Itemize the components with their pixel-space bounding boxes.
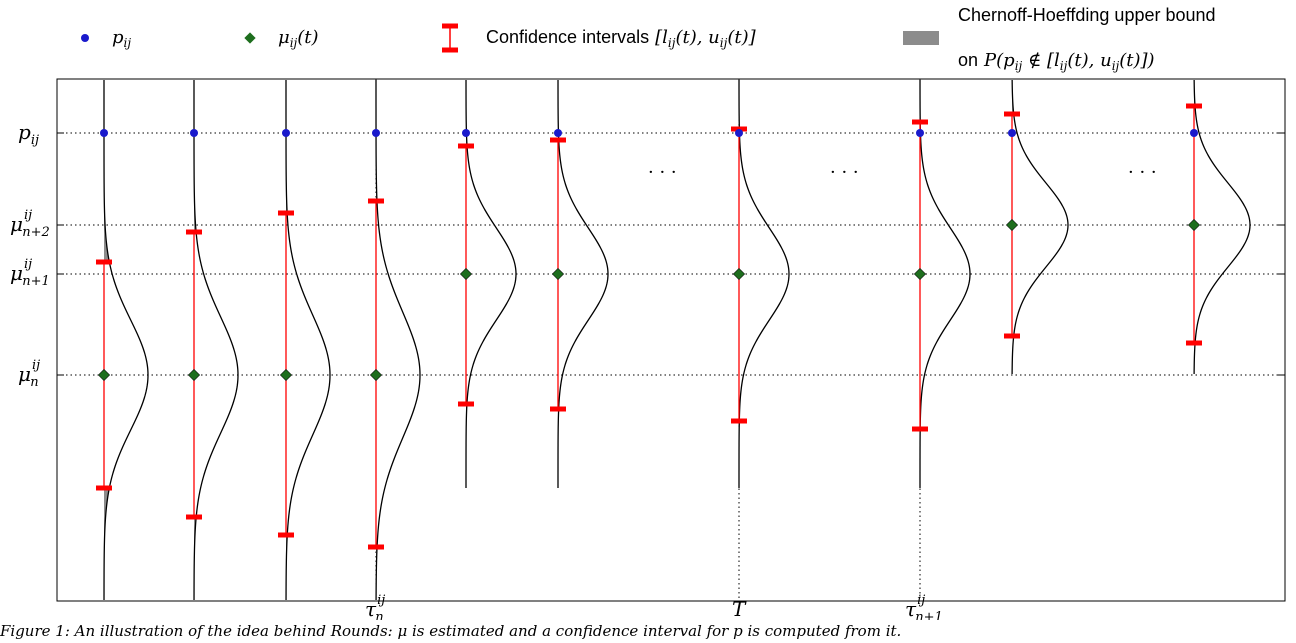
legend-ci-label: Confidence intervals [lij(t), uij(t)]: [486, 27, 757, 50]
time-step-6: [550, 80, 609, 488]
y-label-mu-n1: μij n+1: [10, 257, 50, 289]
density-curve: [1193, 79, 1251, 375]
mu-marker: [369, 368, 383, 382]
density-curve: [193, 80, 239, 601]
legend-ci-marker: [442, 23, 458, 53]
time-step-9: [1004, 79, 1069, 375]
density-curve: [738, 80, 790, 488]
density-curve: [375, 80, 421, 601]
reference-lines: [57, 79, 1285, 601]
x-label-tau-n1: τij n+1: [905, 593, 943, 620]
time-step-4: [368, 80, 421, 601]
legend-p-marker: [81, 34, 89, 42]
upper-tail-shade: [194, 80, 197, 232]
density-curve: [557, 80, 609, 488]
p-marker: [916, 129, 924, 137]
density-curve: [1011, 79, 1069, 375]
time-steps: [96, 79, 1251, 601]
y-label-mu-n2: μij n+2: [10, 208, 50, 240]
p-marker: [100, 129, 108, 137]
plot-frame: [56, 78, 1286, 602]
mu-marker: [551, 267, 565, 281]
p-marker: [735, 129, 743, 137]
ellipsis-1: · · ·: [648, 162, 677, 183]
mu-marker: [1005, 218, 1019, 232]
time-step-8: [912, 80, 971, 488]
y-ticks: [57, 132, 1285, 376]
p-marker: [282, 129, 290, 137]
legend-mu-label: μij(t): [278, 27, 319, 50]
mu-marker: [97, 368, 111, 382]
legend-ch-line1: Chernoff-Hoeffding upper bound: [958, 5, 1216, 25]
p-marker: [1008, 129, 1016, 137]
figure-canvas: pij μij(t) Confidence intervals [lij(t), …: [10, 5, 1286, 620]
p-marker: [190, 129, 198, 137]
density-curve: [285, 80, 331, 600]
mu-marker: [732, 267, 746, 281]
upper-tail-shade: [104, 80, 110, 262]
p-marker: [372, 129, 380, 137]
y-label-mu-n: μij n: [18, 358, 40, 390]
legend-p-label: pij: [112, 27, 131, 50]
density-curve: [465, 80, 517, 488]
legend-shade-marker: [903, 31, 939, 45]
y-label-p: pij: [18, 120, 39, 148]
time-step-3: [278, 80, 331, 600]
ellipsis-2: · · ·: [830, 162, 859, 183]
x-label-tau-n: τij n: [365, 593, 385, 620]
time-step-10: [1186, 79, 1251, 375]
mu-marker: [913, 267, 927, 281]
ellipsis-3: · · ·: [1128, 162, 1157, 183]
p-marker: [462, 129, 470, 137]
time-step-7: [731, 80, 790, 488]
mu-marker: [279, 368, 293, 382]
p-marker: [554, 129, 562, 137]
figure-caption: Figure 1: An illustration of the idea be…: [0, 622, 902, 640]
legend-mu-marker: [244, 32, 256, 44]
time-step-2: [186, 80, 239, 601]
legend-ch-line2: on P(pij ∉ [lij(t), uij(t)]): [958, 50, 1155, 73]
mu-marker: [459, 267, 473, 281]
density-curve: [103, 80, 149, 600]
legend: pij μij(t) Confidence intervals [lij(t), …: [81, 5, 1216, 73]
p-marker: [1190, 129, 1198, 137]
x-label-T: T: [732, 597, 747, 620]
time-step-1: [96, 80, 149, 600]
time-step-5: [458, 80, 517, 488]
mu-marker: [187, 368, 201, 382]
mu-marker: [1187, 218, 1201, 232]
